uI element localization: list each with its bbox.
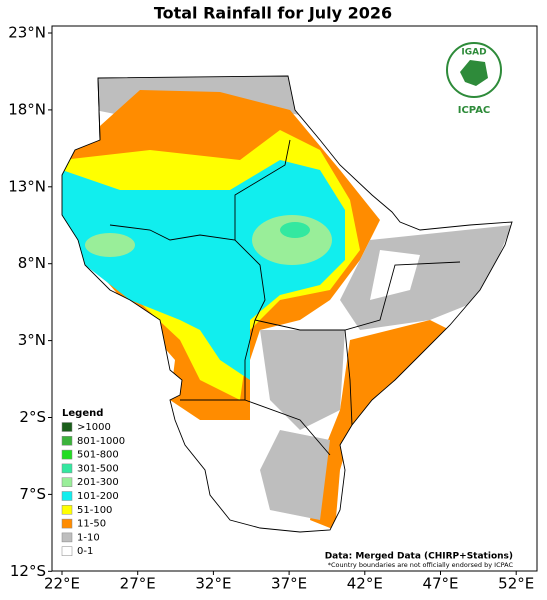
- legend-title: Legend: [62, 408, 103, 419]
- legend-swatch: [61, 449, 73, 460]
- legend-label: 201-300: [77, 477, 119, 488]
- legend-swatch: [61, 546, 73, 556]
- lon-label: 52°E: [498, 575, 534, 593]
- annotations: 23°N 18°N 13°N 8°N 3°N 2°S 7°S 12°S22°E 27°E 32°E…: [8, 24, 534, 593]
- lon-label: 47°E: [422, 575, 458, 593]
- legend-swatch: [61, 491, 73, 501]
- lon-label: 27°E: [120, 575, 156, 593]
- legend-label: 301-500: [77, 463, 119, 474]
- lat-label: 12°S: [10, 562, 46, 580]
- legend-label: >1000: [77, 422, 111, 433]
- legend-swatch: [61, 505, 73, 515]
- legend-label: 501-800: [77, 450, 119, 461]
- legend-swatch: [61, 477, 73, 487]
- logo-name: IGAD: [461, 48, 486, 58]
- legend-swatch: [61, 518, 73, 529]
- lat-label: 23°N: [8, 24, 46, 42]
- legend-swatch: [61, 436, 73, 446]
- logo-org: ICPAC: [458, 105, 491, 116]
- lat-label: 8°N: [18, 254, 46, 272]
- legend-label: 101-200: [77, 491, 119, 502]
- lat-label: 13°N: [8, 177, 46, 195]
- lat-label: 2°S: [19, 408, 46, 426]
- legend-label: 1-10: [77, 532, 100, 543]
- logo: IGAD ICPAC: [446, 42, 502, 116]
- lat-label: 3°N: [18, 331, 46, 349]
- legend-label: 801-1000: [77, 436, 125, 447]
- lat-label: 18°N: [8, 100, 46, 118]
- data-source: Data: Merged Data (CHIRP+Stations): [325, 552, 513, 562]
- legend-label: 0-1: [77, 546, 93, 557]
- disclaimer: *Country boundaries are not officially e…: [328, 561, 514, 569]
- lon-label: 37°E: [271, 575, 307, 593]
- title: Total Rainfall for July 2026: [154, 4, 392, 23]
- legend-swatch: [61, 463, 73, 474]
- lon-label: 22°E: [44, 575, 80, 593]
- legend-label: 11-50: [77, 519, 106, 530]
- legend-swatch: [61, 422, 73, 432]
- boundaries: [61, 75, 513, 533]
- lat-label: 7°S: [19, 485, 46, 503]
- legend-label: 51-100: [77, 505, 112, 516]
- lon-label: 32°E: [195, 575, 231, 593]
- legend-swatch: [61, 532, 73, 543]
- lon-label: 42°E: [347, 575, 383, 593]
